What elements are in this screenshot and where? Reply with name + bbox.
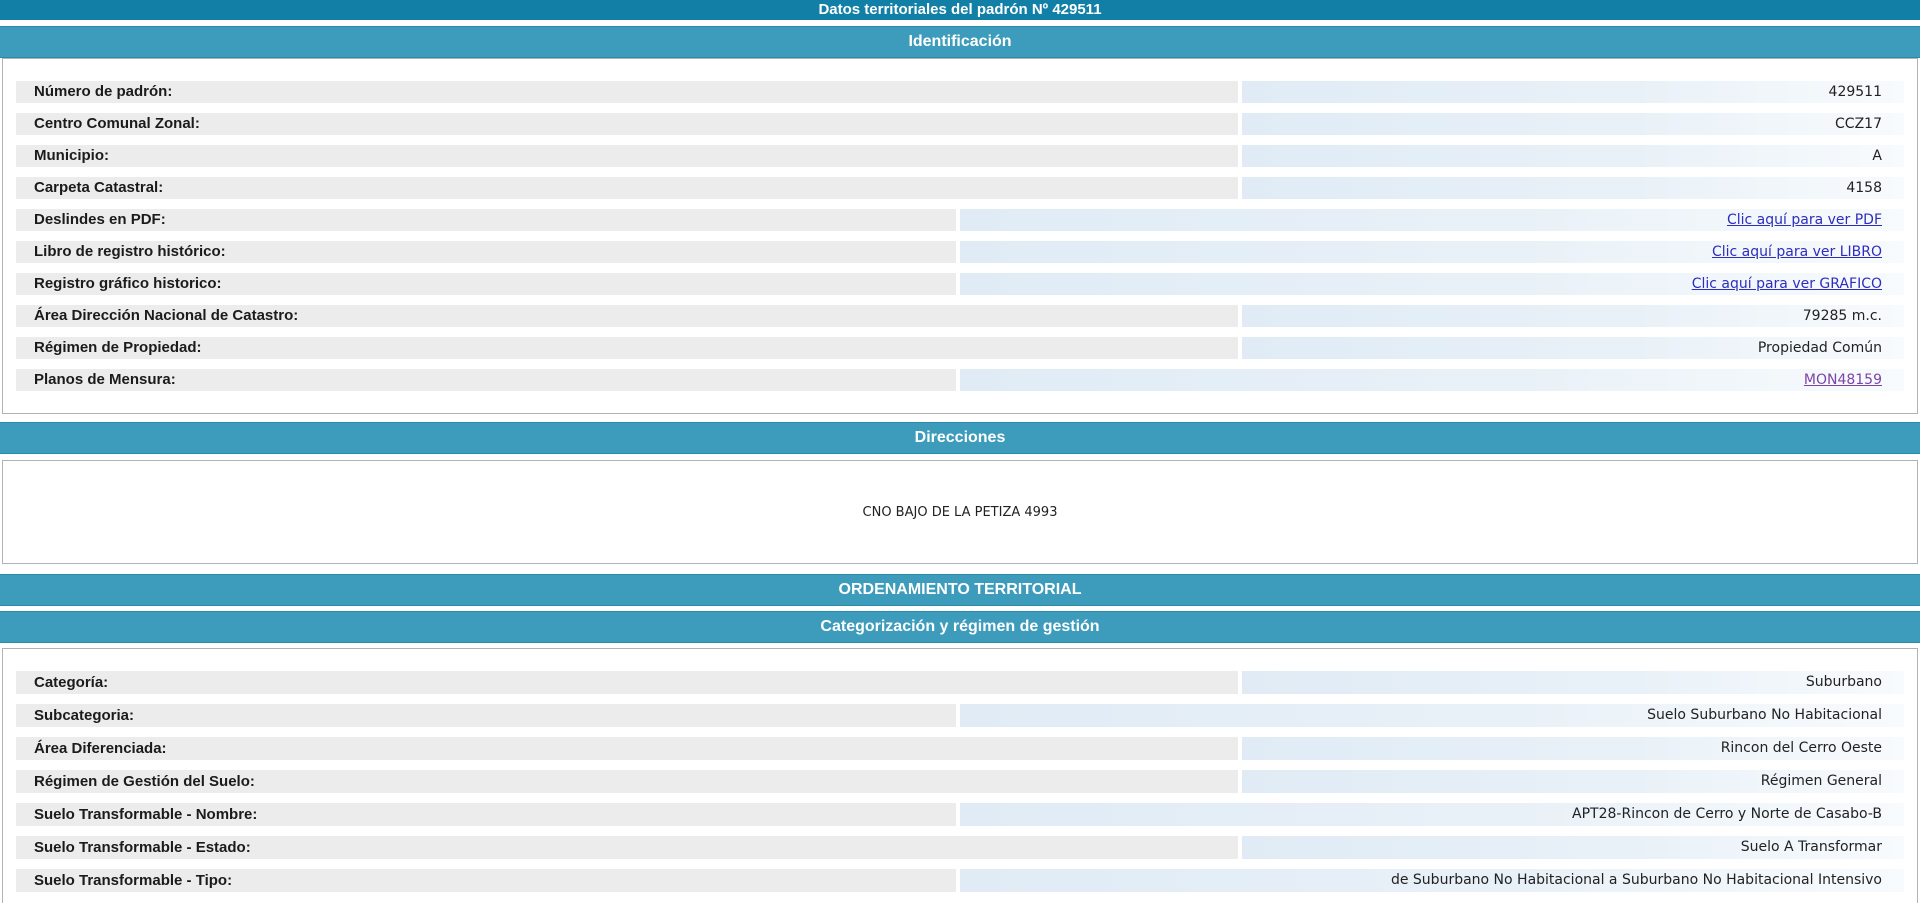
table-row: Régimen de Propiedad: Propiedad Común	[16, 337, 1904, 359]
table-row: Suelo Transformable - Tipo: de Suburbano…	[16, 869, 1904, 892]
table-row: Registro gráfico historico: Clic aquí pa…	[16, 273, 1904, 295]
table-row: Planos de Mensura: MON48159	[16, 369, 1904, 391]
row-label: Suelo Transformable - Nombre:	[16, 803, 957, 826]
row-label: Carpeta Catastral:	[16, 177, 1238, 199]
row-value: A	[1241, 145, 1904, 167]
row-label: Deslindes en PDF:	[16, 209, 957, 231]
table-row: Deslindes en PDF: Clic aquí para ver PDF	[16, 209, 1904, 231]
row-value: Suelo Suburbano No Habitacional	[960, 704, 1904, 727]
row-label: Municipio:	[16, 145, 1238, 167]
row-value: Clic aquí para ver GRAFICO	[960, 273, 1904, 295]
row-label: Régimen de Propiedad:	[16, 337, 1238, 359]
row-label: Subcategoria:	[16, 704, 957, 727]
categorizacion-table: Categoría: Suburbano Subcategoria: Suelo…	[2, 648, 1918, 903]
registro-grafico-link[interactable]: Clic aquí para ver GRAFICO	[1691, 276, 1882, 292]
row-label: Categoría:	[16, 671, 1238, 694]
table-row: Carpeta Catastral: 4158	[16, 177, 1904, 199]
row-value: 429511	[1241, 81, 1904, 103]
table-row: Número de padrón: 429511	[16, 81, 1904, 103]
direcciones-box: CNO BAJO DE LA PETIZA 4993	[2, 460, 1918, 564]
address-text: CNO BAJO DE LA PETIZA 4993	[862, 504, 1058, 520]
libro-registro-link[interactable]: Clic aquí para ver LIBRO	[1711, 244, 1882, 260]
section-header-direcciones: Direcciones	[0, 422, 1920, 454]
row-label: Planos de Mensura:	[16, 369, 957, 391]
row-label: Área Dirección Nacional de Catastro:	[16, 305, 1238, 327]
section-header-categorizacion: Categorización y régimen de gestión	[0, 611, 1920, 643]
row-value: Suburbano	[1241, 671, 1904, 694]
table-row: Centro Comunal Zonal: CCZ17	[16, 113, 1904, 135]
table-row: Suelo Transformable - Nombre: APT28-Rinc…	[16, 803, 1904, 826]
page-title: Datos territoriales del padrón Nº 429511	[0, 0, 1920, 20]
row-value: 79285 m.c.	[1241, 305, 1904, 327]
row-value: CCZ17	[1241, 113, 1904, 135]
row-value: 4158	[1241, 177, 1904, 199]
row-value: Suelo A Transformar	[1241, 836, 1904, 859]
row-label: Suelo Transformable - Estado:	[16, 836, 1238, 859]
row-value: Clic aquí para ver PDF	[960, 209, 1904, 231]
table-row: Libro de registro histórico: Clic aquí p…	[16, 241, 1904, 263]
row-label: Número de padrón:	[16, 81, 1238, 103]
row-value: Rincon del Cerro Oeste	[1241, 737, 1904, 760]
planos-mensura-link[interactable]: MON48159	[1803, 372, 1882, 388]
row-label: Registro gráfico historico:	[16, 273, 957, 295]
table-row: Subcategoria: Suelo Suburbano No Habitac…	[16, 704, 1904, 727]
table-row: Municipio: A	[16, 145, 1904, 167]
row-label: Libro de registro histórico:	[16, 241, 957, 263]
table-row: Área Diferenciada: Rincon del Cerro Oest…	[16, 737, 1904, 760]
table-row: Categoría: Suburbano	[16, 671, 1904, 694]
table-row: Área Dirección Nacional de Catastro: 792…	[16, 305, 1904, 327]
section-header-ordenamiento: ORDENAMIENTO TERRITORIAL	[0, 574, 1920, 606]
row-label: Régimen de Gestión del Suelo:	[16, 770, 1238, 793]
row-label: Área Diferenciada:	[16, 737, 1238, 760]
row-value: MON48159	[960, 369, 1904, 391]
section-header-identificacion: Identificación	[0, 26, 1920, 58]
row-value: de Suburbano No Habitacional a Suburbano…	[960, 869, 1904, 892]
identificacion-table: Número de padrón: 429511 Centro Comunal …	[2, 58, 1918, 414]
row-label: Suelo Transformable - Tipo:	[16, 869, 957, 892]
row-value: Régimen General	[1241, 770, 1904, 793]
row-label: Centro Comunal Zonal:	[16, 113, 1238, 135]
table-row: Suelo Transformable - Estado: Suelo A Tr…	[16, 836, 1904, 859]
row-value: Clic aquí para ver LIBRO	[960, 241, 1904, 263]
row-value: APT28-Rincon de Cerro y Norte de Casabo-…	[960, 803, 1904, 826]
row-value: Propiedad Común	[1241, 337, 1904, 359]
deslindes-pdf-link[interactable]: Clic aquí para ver PDF	[1726, 212, 1882, 228]
table-row: Régimen de Gestión del Suelo: Régimen Ge…	[16, 770, 1904, 793]
